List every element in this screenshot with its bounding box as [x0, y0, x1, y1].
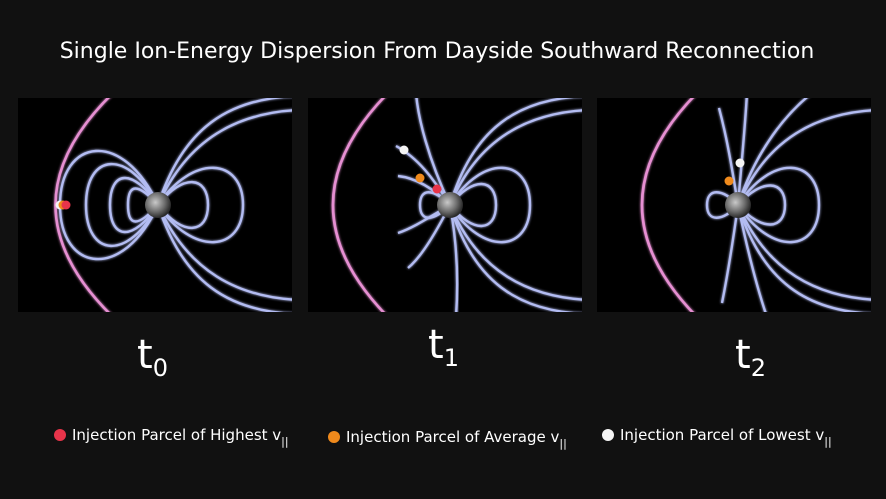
- planet: [725, 192, 751, 218]
- legend-label: Injection Parcel of Average v||: [346, 428, 567, 450]
- legend-label: Injection Parcel of Lowest v||: [620, 426, 832, 448]
- field-lines: [54, 98, 292, 312]
- parcel: [432, 184, 442, 194]
- panel-label: t1: [428, 322, 459, 372]
- parcel: [735, 158, 745, 168]
- legend-marker: [328, 431, 340, 443]
- field-lines: [640, 98, 871, 312]
- legend-label: Injection Parcel of Highest v||: [72, 426, 289, 448]
- panel-label: t0: [137, 332, 168, 382]
- legend: Injection Parcel of Highest v|| Injectio…: [54, 426, 832, 450]
- title: Single Ion-Energy Dispersion From Daysid…: [60, 39, 815, 64]
- parcel: [415, 173, 425, 183]
- panel: [308, 98, 582, 312]
- planet: [437, 192, 463, 218]
- planet: [145, 192, 171, 218]
- panel-label: t2: [735, 332, 766, 382]
- legend-marker: [602, 429, 614, 441]
- parcel: [724, 176, 734, 186]
- parcel: [399, 145, 409, 155]
- legend-marker: [54, 429, 66, 441]
- panel: [18, 98, 292, 312]
- parcel: [61, 200, 71, 210]
- panel: [597, 98, 871, 312]
